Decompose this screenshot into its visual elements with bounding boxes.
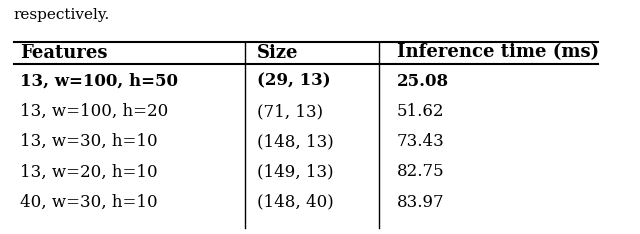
Text: (148, 13): (148, 13) <box>257 133 334 150</box>
Text: 13, w=100, h=20: 13, w=100, h=20 <box>20 103 168 120</box>
Text: (148, 40): (148, 40) <box>257 194 334 211</box>
Text: respectively.: respectively. <box>13 8 110 22</box>
Text: 13, w=20, h=10: 13, w=20, h=10 <box>20 164 157 180</box>
Text: 82.75: 82.75 <box>397 164 445 180</box>
Text: 13, w=100, h=50: 13, w=100, h=50 <box>20 73 178 90</box>
Text: 25.08: 25.08 <box>397 73 449 90</box>
Text: 40, w=30, h=10: 40, w=30, h=10 <box>20 194 157 211</box>
Text: Size: Size <box>257 44 298 62</box>
Text: (71, 13): (71, 13) <box>257 103 323 120</box>
Text: (149, 13): (149, 13) <box>257 164 333 180</box>
Text: 73.43: 73.43 <box>397 133 445 150</box>
Text: 83.97: 83.97 <box>397 194 445 211</box>
Text: (29, 13): (29, 13) <box>257 73 331 90</box>
Text: 51.62: 51.62 <box>397 103 445 120</box>
Text: Inference time (ms): Inference time (ms) <box>397 44 599 62</box>
Text: Features: Features <box>20 44 107 62</box>
Text: 13, w=30, h=10: 13, w=30, h=10 <box>20 133 157 150</box>
